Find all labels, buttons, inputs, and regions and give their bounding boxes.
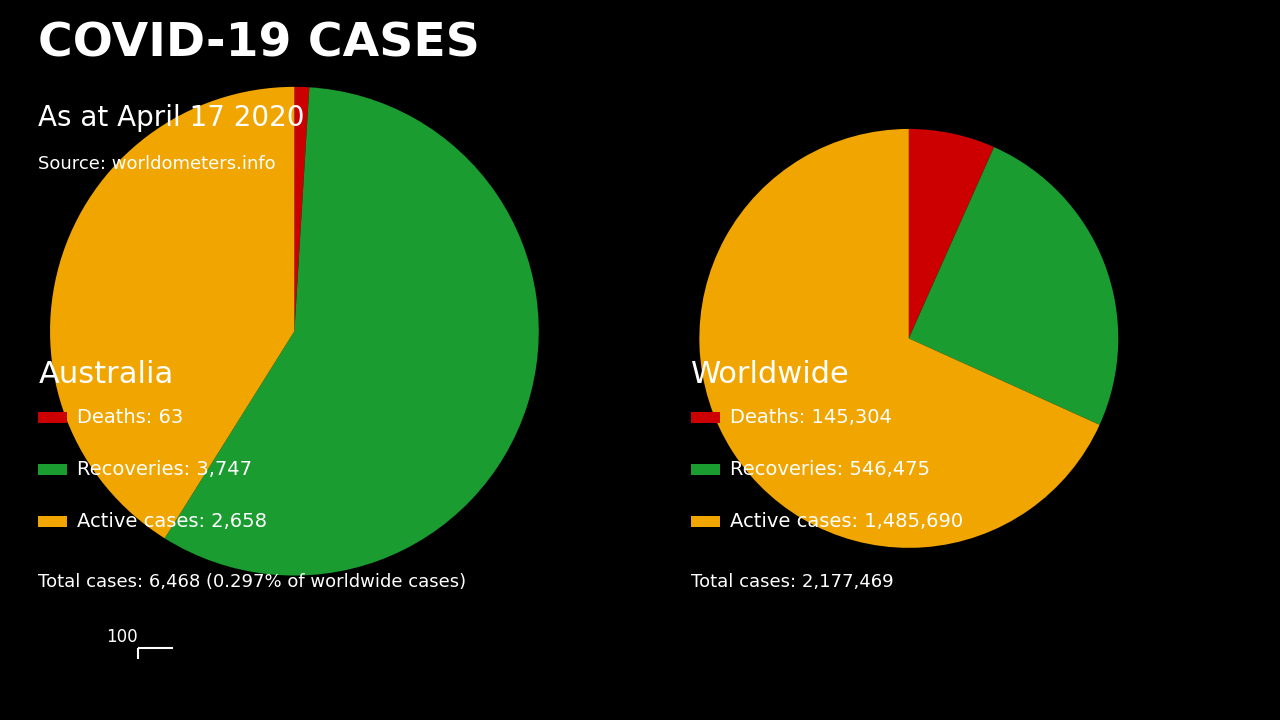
Text: Australia: Australia bbox=[38, 360, 174, 389]
Bar bbox=[38, 464, 67, 475]
Wedge shape bbox=[909, 129, 995, 338]
Text: Total cases: 6,468 (0.297% of worldwide cases): Total cases: 6,468 (0.297% of worldwide … bbox=[38, 573, 466, 591]
Text: Recoveries: 3,747: Recoveries: 3,747 bbox=[77, 460, 252, 479]
Bar bbox=[691, 412, 719, 423]
Text: Recoveries: 546,475: Recoveries: 546,475 bbox=[730, 460, 931, 479]
Wedge shape bbox=[909, 147, 1119, 425]
Wedge shape bbox=[699, 129, 1100, 548]
Text: Source: worldometers.info: Source: worldometers.info bbox=[38, 155, 276, 173]
Text: Active cases: 2,658: Active cases: 2,658 bbox=[77, 512, 268, 531]
Text: 100: 100 bbox=[106, 628, 138, 647]
Text: Total cases: 2,177,469: Total cases: 2,177,469 bbox=[691, 573, 893, 591]
Bar bbox=[691, 464, 719, 475]
Bar bbox=[691, 516, 719, 527]
Text: COVID-19 CASES: COVID-19 CASES bbox=[38, 22, 480, 67]
Text: Deaths: 63: Deaths: 63 bbox=[77, 408, 183, 427]
Wedge shape bbox=[294, 87, 310, 331]
Wedge shape bbox=[50, 87, 294, 539]
Wedge shape bbox=[165, 87, 539, 575]
Text: As at April 17 2020: As at April 17 2020 bbox=[38, 104, 305, 132]
Text: Active cases: 1,485,690: Active cases: 1,485,690 bbox=[730, 512, 964, 531]
Bar bbox=[38, 412, 67, 423]
Bar bbox=[38, 516, 67, 527]
Text: Deaths: 145,304: Deaths: 145,304 bbox=[730, 408, 892, 427]
Text: Worldwide: Worldwide bbox=[691, 360, 850, 389]
